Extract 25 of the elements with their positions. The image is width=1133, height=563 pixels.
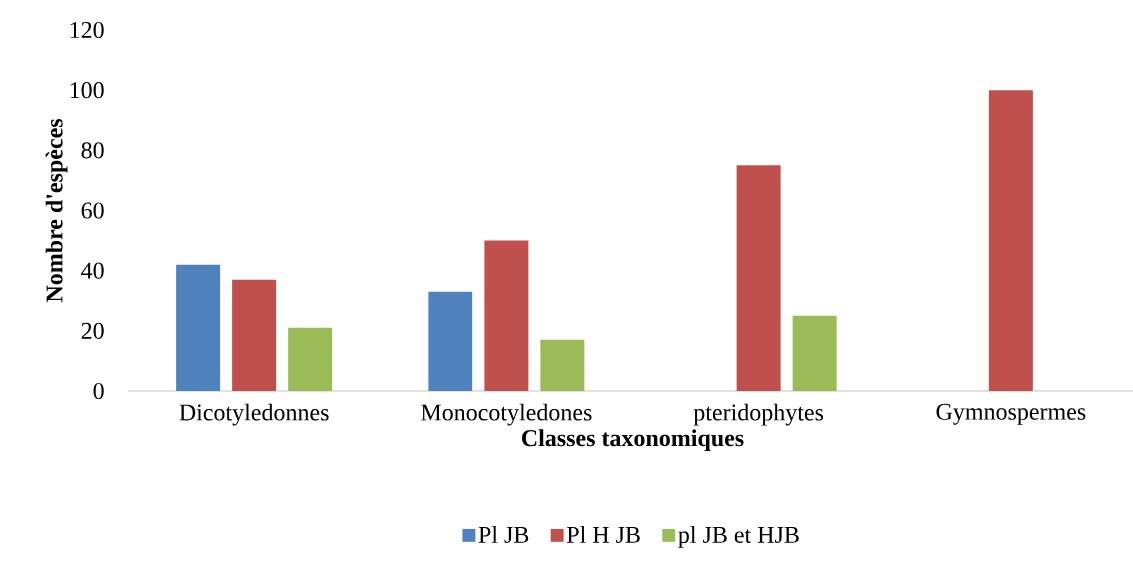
x-tick-label: Gymnospermes: [936, 403, 1086, 425]
bar: [176, 264, 221, 391]
y-tick-label: 20: [81, 322, 104, 339]
y-tick-label: 80: [81, 142, 104, 159]
y-tick-label: 120: [70, 21, 104, 39]
y-tick-label: 100: [70, 82, 104, 99]
bar: [540, 339, 585, 391]
bar: [232, 279, 277, 391]
bar: [792, 315, 837, 391]
y-tick-label: 40: [81, 262, 104, 279]
bar: [428, 291, 473, 391]
x-tick-label: pteridophytes: [693, 403, 824, 426]
bar: [988, 90, 1033, 391]
legend-label: Pl H JB: [566, 526, 640, 543]
bar: [736, 165, 781, 391]
bar: [288, 327, 333, 391]
x-tick-label: Monocotyledones: [421, 403, 592, 426]
x-tick-label: Dicotyledonnes: [179, 403, 329, 426]
y-tick-label: 60: [81, 202, 104, 219]
legend-label: pl JB et HJB: [678, 526, 799, 548]
legend-label: Pl JB: [478, 526, 529, 543]
y-axis-title: Nombre d'espèces: [45, 118, 68, 303]
y-tick-label: 0: [93, 382, 104, 400]
bar: [484, 240, 529, 391]
x-axis-title: Classes taxonomiques: [521, 429, 744, 452]
